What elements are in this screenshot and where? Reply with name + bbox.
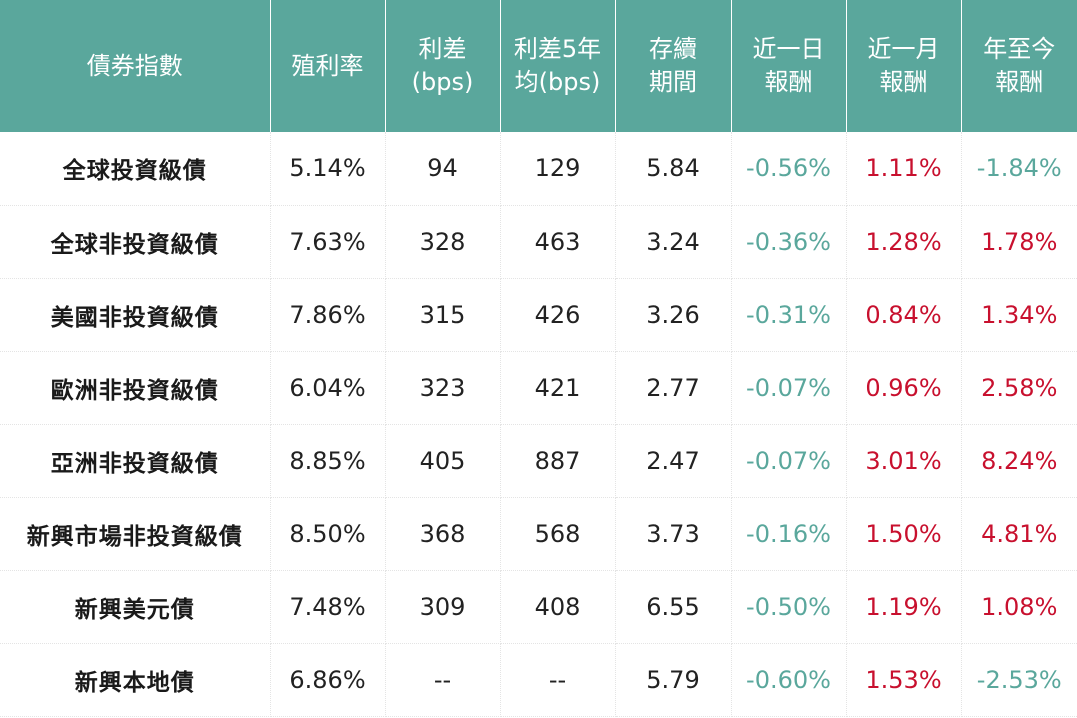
spread-5y-avg-cell: --	[500, 643, 616, 717]
duration-cell: 3.26	[615, 278, 732, 352]
header-yield: 殖利率	[270, 0, 386, 132]
return-1d-cell: -0.07%	[731, 424, 847, 498]
bond-name: 歐洲非投資級債	[0, 351, 271, 425]
return-1d-cell: -0.60%	[731, 643, 847, 717]
return-1d-cell: -0.50%	[731, 570, 847, 644]
return-1d-cell: -0.56%	[731, 132, 847, 206]
return-ytd-cell: -2.53%	[961, 643, 1077, 717]
header-1d-return: 近一日 報酬	[731, 0, 847, 132]
table-row: 美國非投資級債 7.86% 315 426 3.26 -0.31% 0.84% …	[0, 278, 1077, 352]
return-1m-cell: 3.01%	[846, 424, 962, 498]
spread-5y-avg-cell: 129	[500, 132, 616, 206]
spread-cell: 323	[385, 351, 501, 425]
spread-cell: 405	[385, 424, 501, 498]
return-1m-cell: 1.11%	[846, 132, 962, 206]
header-spread-5y-avg: 利差5年 均(bps)	[500, 0, 616, 132]
yield-cell: 8.50%	[270, 497, 386, 571]
yield-cell: 7.86%	[270, 278, 386, 352]
return-1d-cell: -0.16%	[731, 497, 847, 571]
return-1m-cell: 0.96%	[846, 351, 962, 425]
return-ytd-cell: 1.78%	[961, 205, 1077, 279]
spread-cell: 315	[385, 278, 501, 352]
yield-cell: 7.63%	[270, 205, 386, 279]
yield-cell: 8.85%	[270, 424, 386, 498]
return-ytd-cell: 1.08%	[961, 570, 1077, 644]
table-body: 全球投資級債 5.14% 94 129 5.84 -0.56% 1.11% -1…	[0, 132, 1077, 717]
return-ytd-cell: -1.84%	[961, 132, 1077, 206]
bond-name: 美國非投資級債	[0, 278, 271, 352]
table-row: 全球非投資級債 7.63% 328 463 3.24 -0.36% 1.28% …	[0, 205, 1077, 279]
yield-cell: 6.04%	[270, 351, 386, 425]
duration-cell: 3.24	[615, 205, 732, 279]
table-row: 亞洲非投資級債 8.85% 405 887 2.47 -0.07% 3.01% …	[0, 424, 1077, 498]
spread-5y-avg-cell: 408	[500, 570, 616, 644]
spread-cell: 368	[385, 497, 501, 571]
duration-cell: 6.55	[615, 570, 732, 644]
return-ytd-cell: 4.81%	[961, 497, 1077, 571]
bond-name: 全球投資級債	[0, 132, 271, 206]
return-1m-cell: 1.28%	[846, 205, 962, 279]
yield-cell: 7.48%	[270, 570, 386, 644]
spread-cell: 94	[385, 132, 501, 206]
header-row: 債券指數 殖利率 利差 (bps) 利差5年 均(bps) 存續 期間 近一日 報酬 近…	[0, 0, 1077, 132]
spread-cell: 309	[385, 570, 501, 644]
yield-cell: 6.86%	[270, 643, 386, 717]
return-1m-cell: 0.84%	[846, 278, 962, 352]
bond-name: 亞洲非投資級債	[0, 424, 271, 498]
table-row: 歐洲非投資級債 6.04% 323 421 2.77 -0.07% 0.96% …	[0, 351, 1077, 425]
return-1d-cell: -0.07%	[731, 351, 847, 425]
spread-cell: 328	[385, 205, 501, 279]
yield-cell: 5.14%	[270, 132, 386, 206]
bond-name: 新興市場非投資級債	[0, 497, 271, 571]
duration-cell: 2.77	[615, 351, 732, 425]
return-1d-cell: -0.31%	[731, 278, 847, 352]
duration-cell: 2.47	[615, 424, 732, 498]
spread-5y-avg-cell: 426	[500, 278, 616, 352]
spread-5y-avg-cell: 887	[500, 424, 616, 498]
spread-5y-avg-cell: 463	[500, 205, 616, 279]
header-duration: 存續 期間	[615, 0, 732, 132]
spread-5y-avg-cell: 421	[500, 351, 616, 425]
return-1m-cell: 1.19%	[846, 570, 962, 644]
table-row: 新興市場非投資級債 8.50% 368 568 3.73 -0.16% 1.50…	[0, 497, 1077, 571]
return-1d-cell: -0.36%	[731, 205, 847, 279]
return-ytd-cell: 2.58%	[961, 351, 1077, 425]
bond-name: 新興本地債	[0, 643, 271, 717]
return-1m-cell: 1.50%	[846, 497, 962, 571]
duration-cell: 5.79	[615, 643, 732, 717]
return-ytd-cell: 1.34%	[961, 278, 1077, 352]
table-header: 債券指數 殖利率 利差 (bps) 利差5年 均(bps) 存續 期間 近一日 報酬 近…	[0, 0, 1077, 132]
table-row: 新興本地債 6.86% -- -- 5.79 -0.60% 1.53% -2.5…	[0, 643, 1077, 717]
spread-cell: --	[385, 643, 501, 717]
header-spread: 利差 (bps)	[385, 0, 501, 132]
header-bond-index: 債券指數	[0, 0, 271, 132]
return-ytd-cell: 8.24%	[961, 424, 1077, 498]
header-ytd-return: 年至今 報酬	[961, 0, 1077, 132]
header-1m-return: 近一月 報酬	[846, 0, 962, 132]
spread-5y-avg-cell: 568	[500, 497, 616, 571]
duration-cell: 5.84	[615, 132, 732, 206]
bond-name: 全球非投資級債	[0, 205, 271, 279]
duration-cell: 3.73	[615, 497, 732, 571]
return-1m-cell: 1.53%	[846, 643, 962, 717]
table-row: 新興美元債 7.48% 309 408 6.55 -0.50% 1.19% 1.…	[0, 570, 1077, 644]
bond-name: 新興美元債	[0, 570, 271, 644]
table-row: 全球投資級債 5.14% 94 129 5.84 -0.56% 1.11% -1…	[0, 132, 1077, 206]
